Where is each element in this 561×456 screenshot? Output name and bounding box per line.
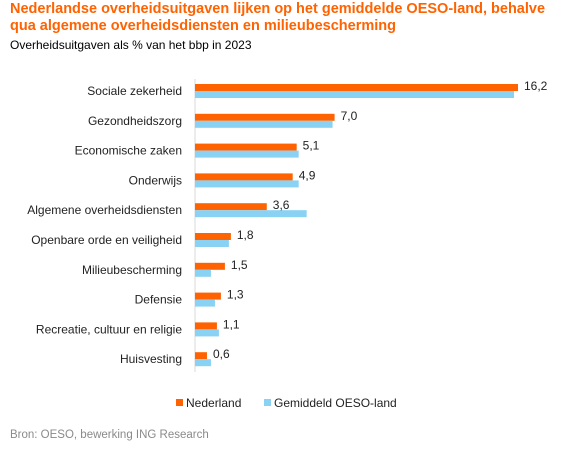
category-label: Sociale zekerheid bbox=[87, 84, 182, 98]
bar-nederland bbox=[195, 113, 335, 121]
bar-oeso bbox=[195, 329, 219, 337]
value-label: 4,9 bbox=[299, 168, 316, 182]
source-note: Bron: OESO, bewerking ING Research bbox=[10, 429, 209, 441]
bar-nederland bbox=[195, 352, 207, 360]
bar-nederland bbox=[195, 173, 293, 181]
category-label: Recreatie, cultuur en religie bbox=[36, 322, 182, 336]
bar-nederland bbox=[195, 233, 231, 240]
value-label: 5,1 bbox=[303, 139, 320, 153]
bar-oeso bbox=[195, 359, 211, 367]
bar-oeso bbox=[195, 91, 515, 98]
category-label: Milieubescherming bbox=[82, 263, 182, 277]
category-label: Huisvesting bbox=[120, 352, 182, 366]
legend-label-oeso: Gemiddeld OESO-land bbox=[274, 396, 397, 410]
bar-oeso bbox=[195, 150, 299, 158]
value-label: 1,1 bbox=[223, 317, 240, 331]
bar-nederland bbox=[195, 262, 225, 270]
bar-oeso bbox=[195, 210, 307, 218]
legend-swatch-nederland bbox=[176, 399, 183, 406]
category-label: Onderwijs bbox=[129, 173, 182, 187]
category-label: Economische zaken bbox=[75, 144, 182, 158]
bar-nederland bbox=[195, 203, 267, 211]
legend-swatch-oeso bbox=[264, 399, 271, 406]
category-label: Gezondheidszorg bbox=[88, 114, 182, 128]
value-label: 1,5 bbox=[231, 258, 248, 272]
legend-label-nederland: Nederland bbox=[186, 396, 241, 410]
bar-oeso bbox=[195, 269, 211, 277]
value-label: 1,8 bbox=[237, 228, 254, 242]
bar-nederland bbox=[195, 292, 221, 300]
value-label: 7,0 bbox=[341, 109, 358, 123]
bar-oeso bbox=[195, 120, 333, 128]
bar-oeso bbox=[195, 299, 215, 307]
category-label: Algemene overheidsdiensten bbox=[27, 203, 182, 217]
bar-chart: Sociale zekerheid 16,2 Gezondheidszorg 7,0 E… bbox=[27, 79, 548, 410]
legend: Nederland Gemiddeld OESO-land bbox=[176, 396, 397, 410]
value-label: 1,3 bbox=[227, 288, 244, 302]
value-label: 3,6 bbox=[273, 198, 290, 212]
bar-nederland bbox=[195, 143, 297, 151]
value-label: 0,6 bbox=[213, 347, 230, 361]
bar-nederland bbox=[195, 322, 217, 330]
category-label: Openbare orde en veiligheid bbox=[31, 233, 182, 247]
bar-oeso bbox=[195, 180, 299, 188]
chart-subtitle: Overheidsuitgaven als % van het bbp in 2… bbox=[10, 38, 252, 52]
category-label: Defensie bbox=[135, 293, 183, 307]
bar-nederland bbox=[195, 84, 518, 91]
bar-oeso bbox=[195, 240, 229, 247]
chart-title: Nederlandse overheidsuitgaven lijken op … bbox=[10, 1, 546, 34]
plot-area: Sociale zekerheid 16,2 Gezondheidszorg 7,0 E… bbox=[27, 79, 548, 372]
value-label: 16,2 bbox=[524, 79, 548, 93]
